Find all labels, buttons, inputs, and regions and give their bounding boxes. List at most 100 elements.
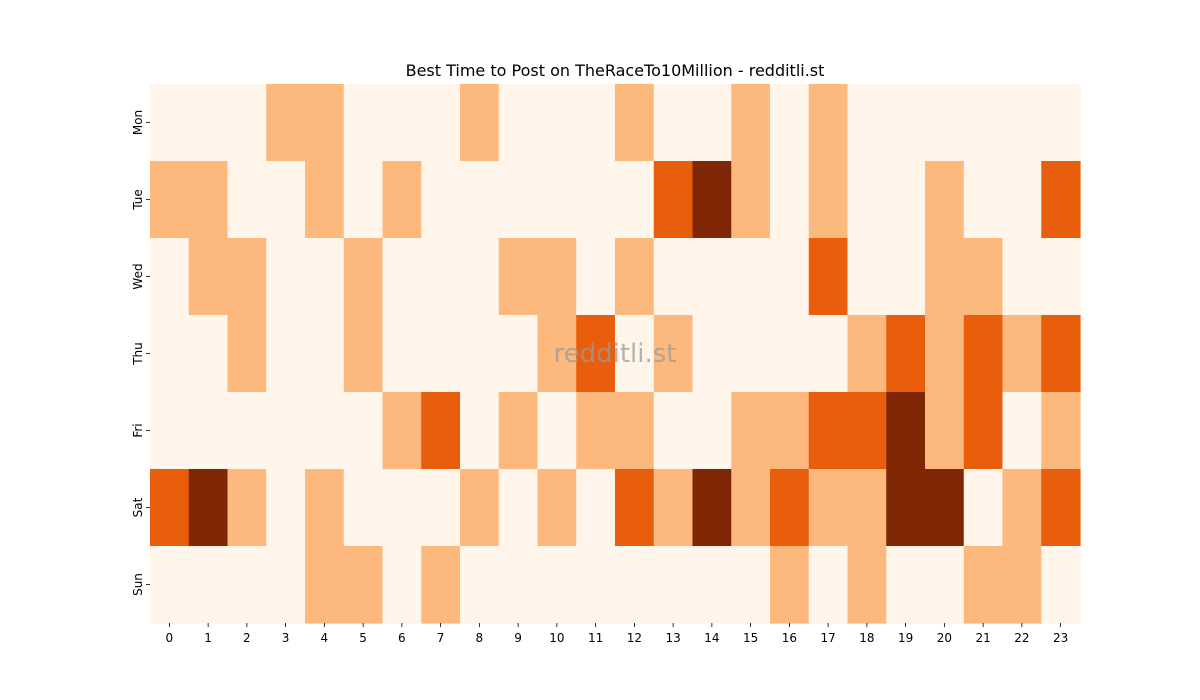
heatmap-cell-tue-18: [847, 161, 887, 239]
heatmap-cell-wed-13: [653, 238, 694, 316]
heatmap-cell-sat-0: [150, 469, 190, 547]
heatmap-cell-sat-5: [343, 469, 384, 547]
heatmap-cell-fri-2: [227, 392, 267, 470]
heatmap-cell-sun-12: [615, 546, 655, 624]
heatmap-cell-wed-1: [188, 238, 229, 316]
heatmap-cell-tue-19: [886, 161, 926, 239]
heatmap-cell-thu-22: [1002, 315, 1042, 393]
x-tick-label-4: 4: [321, 631, 329, 645]
y-tick-label-thu: Thu: [131, 342, 145, 366]
heatmap-cell-fri-18: [847, 392, 887, 470]
heatmap-cell-sun-6: [382, 546, 422, 624]
heatmap-cell-sun-7: [421, 546, 461, 624]
heatmap-cell-tue-4: [305, 161, 345, 239]
heatmap-cell-sat-16: [770, 469, 810, 547]
heatmap-cell-sat-15: [731, 469, 771, 547]
heatmap-cell-wed-8: [460, 238, 500, 316]
heatmap-cell-wed-10: [537, 238, 577, 316]
heatmap-cell-fri-0: [150, 392, 190, 470]
heatmap-cell-sat-23: [1041, 469, 1081, 547]
heatmap-cell-thu-0: [150, 315, 190, 393]
x-tick-label-16: 16: [782, 631, 797, 645]
heatmap-cell-thu-20: [925, 315, 965, 393]
heatmap-cell-mon-3: [266, 84, 306, 162]
heatmap-cell-sat-6: [382, 469, 422, 547]
heatmap-cell-sat-12: [615, 469, 655, 547]
heatmap-cell-wed-4: [305, 238, 345, 316]
heatmap-cell-mon-20: [925, 84, 965, 162]
heatmap-cell-wed-23: [1041, 238, 1081, 316]
heatmap-cell-mon-11: [576, 84, 616, 162]
x-tick-label-9: 9: [514, 631, 522, 645]
heatmap-cell-sun-18: [847, 546, 887, 624]
heatmap-cells: [150, 84, 1081, 624]
heatmap-cell-sun-2: [227, 546, 267, 624]
x-tick-label-5: 5: [359, 631, 367, 645]
heatmap-cell-thu-11: [576, 315, 616, 393]
x-tick-label-12: 12: [627, 631, 642, 645]
heatmap-cell-tue-9: [498, 161, 539, 239]
heatmap-cell-sun-4: [305, 546, 345, 624]
heatmap-cell-thu-7: [421, 315, 461, 393]
heatmap-cell-thu-19: [886, 315, 926, 393]
heatmap-cell-wed-7: [421, 238, 461, 316]
y-tick-label-tue: Tue: [131, 189, 145, 211]
heatmap-cell-sun-5: [343, 546, 384, 624]
x-tick-label-11: 11: [588, 631, 603, 645]
heatmap-cell-thu-16: [770, 315, 810, 393]
heatmap-cell-wed-6: [382, 238, 422, 316]
heatmap-cell-wed-16: [770, 238, 810, 316]
heatmap-cell-mon-14: [692, 84, 732, 162]
heatmap-cell-fri-7: [421, 392, 461, 470]
heatmap-cell-tue-1: [188, 161, 229, 239]
watermark: redditli.st: [554, 339, 677, 369]
heatmap-cell-sat-21: [963, 469, 1004, 547]
x-tick-label-13: 13: [665, 631, 680, 645]
heatmap-cell-fri-14: [692, 392, 732, 470]
heatmap-cell-fri-6: [382, 392, 422, 470]
heatmap-cell-mon-2: [227, 84, 267, 162]
x-tick-label-8: 8: [476, 631, 484, 645]
heatmap-cell-wed-19: [886, 238, 926, 316]
x-tick-label-1: 1: [204, 631, 212, 645]
y-tick-label-fri: Fri: [131, 423, 145, 437]
heatmap-cell-mon-6: [382, 84, 422, 162]
heatmap-cell-tue-15: [731, 161, 771, 239]
heatmap-cell-mon-7: [421, 84, 461, 162]
heatmap-cell-tue-5: [343, 161, 384, 239]
heatmap-cell-sat-1: [188, 469, 229, 547]
heatmap-cell-tue-17: [808, 161, 849, 239]
heatmap-cell-tue-3: [266, 161, 306, 239]
heatmap-cell-fri-9: [498, 392, 539, 470]
heatmap-cell-fri-3: [266, 392, 306, 470]
y-tick-label-sat: Sat: [131, 497, 145, 517]
heatmap-cell-fri-8: [460, 392, 500, 470]
heatmap-cell-tue-16: [770, 161, 810, 239]
x-tick-label-2: 2: [243, 631, 251, 645]
heatmap-cell-sun-16: [770, 546, 810, 624]
heatmap-cell-tue-8: [460, 161, 500, 239]
heatmap-cell-thu-6: [382, 315, 422, 393]
heatmap-cell-fri-4: [305, 392, 345, 470]
y-tick-label-mon: Mon: [131, 110, 145, 135]
heatmap-cell-fri-17: [808, 392, 849, 470]
heatmap-cell-sun-11: [576, 546, 616, 624]
heatmap-cell-sat-22: [1002, 469, 1042, 547]
heatmap-cell-tue-13: [653, 161, 694, 239]
y-tick-label-wed: Wed: [131, 263, 145, 289]
heatmap-cell-fri-15: [731, 392, 771, 470]
heatmap-cell-thu-2: [227, 315, 267, 393]
heatmap-cell-mon-23: [1041, 84, 1081, 162]
chart-title: Best Time to Post on TheRaceTo10Million …: [406, 61, 825, 80]
heatmap-cell-thu-3: [266, 315, 306, 393]
heatmap-cell-thu-14: [692, 315, 732, 393]
heatmap-cell-sat-7: [421, 469, 461, 547]
heatmap-cell-mon-22: [1002, 84, 1042, 162]
heatmap-cell-fri-16: [770, 392, 810, 470]
y-tick-label-sun: Sun: [131, 573, 145, 596]
heatmap-cell-thu-10: [537, 315, 577, 393]
heatmap-cell-wed-3: [266, 238, 306, 316]
heatmap-cell-thu-17: [808, 315, 849, 393]
heatmap-cell-sat-11: [576, 469, 616, 547]
